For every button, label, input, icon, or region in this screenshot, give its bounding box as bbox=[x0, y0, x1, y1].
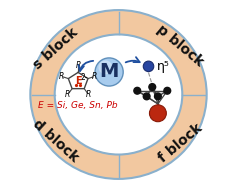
Circle shape bbox=[164, 87, 171, 94]
Text: M: M bbox=[100, 63, 119, 81]
Circle shape bbox=[155, 93, 161, 100]
Text: f block: f block bbox=[156, 121, 205, 166]
Text: R: R bbox=[59, 72, 64, 81]
Ellipse shape bbox=[30, 10, 207, 179]
Text: E: E bbox=[75, 76, 82, 86]
Text: d block: d block bbox=[30, 116, 81, 164]
Text: s block: s block bbox=[31, 25, 81, 72]
Text: R: R bbox=[92, 72, 97, 81]
Text: E = Si, Ge, Sn, Pb: E = Si, Ge, Sn, Pb bbox=[38, 101, 118, 110]
Circle shape bbox=[95, 58, 123, 86]
Circle shape bbox=[150, 105, 166, 122]
Circle shape bbox=[149, 84, 156, 90]
Circle shape bbox=[99, 61, 112, 74]
Text: 2-: 2- bbox=[80, 73, 88, 82]
Ellipse shape bbox=[55, 34, 182, 155]
Text: R: R bbox=[76, 61, 81, 70]
Circle shape bbox=[143, 93, 150, 100]
Circle shape bbox=[143, 61, 154, 72]
Text: R: R bbox=[86, 90, 91, 99]
Text: p block: p block bbox=[154, 22, 206, 69]
Text: R: R bbox=[65, 90, 71, 99]
Text: η⁵: η⁵ bbox=[157, 60, 169, 73]
Circle shape bbox=[134, 87, 141, 94]
